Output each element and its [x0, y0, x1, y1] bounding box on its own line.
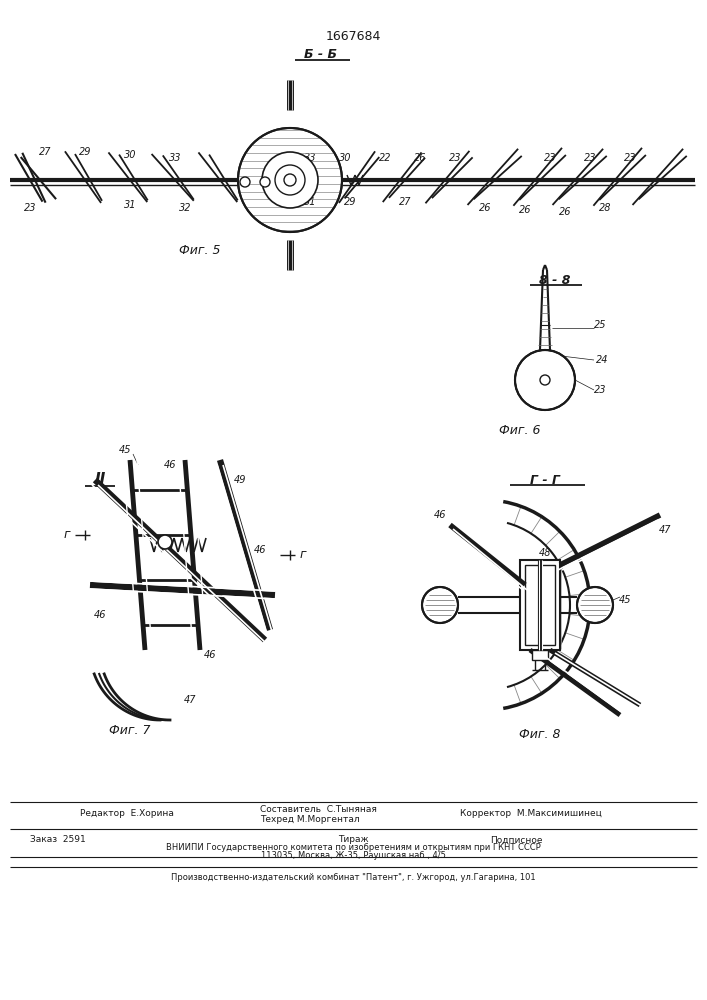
Text: 26: 26: [559, 207, 571, 217]
Text: Заказ  2591: Заказ 2591: [30, 836, 86, 844]
Text: 1667684: 1667684: [325, 30, 380, 43]
Circle shape: [260, 177, 270, 187]
Text: Фиг. 5: Фиг. 5: [180, 243, 221, 256]
Circle shape: [238, 128, 342, 232]
Circle shape: [577, 587, 613, 623]
Text: Техред М.Моргентал: Техред М.Моргентал: [260, 816, 360, 824]
Text: Б - Б: Б - Б: [303, 48, 337, 62]
Text: 26: 26: [519, 205, 531, 215]
Text: Производственно-издательский комбинат "Патент", г. Ужгород, ул.Гагарина, 101: Производственно-издательский комбинат "П…: [170, 874, 535, 882]
Text: 48: 48: [539, 548, 551, 558]
Text: 47: 47: [184, 695, 197, 705]
Text: 28: 28: [599, 203, 612, 213]
Text: 24: 24: [596, 355, 608, 365]
Text: 45: 45: [119, 445, 132, 455]
Text: Фиг. 6: Фиг. 6: [499, 424, 541, 436]
Circle shape: [284, 174, 296, 186]
Text: Тираж: Тираж: [338, 836, 368, 844]
Text: 27: 27: [39, 147, 51, 157]
Text: 45: 45: [619, 595, 631, 605]
Text: 23: 23: [24, 203, 36, 213]
Text: Подписное: Подписное: [490, 836, 542, 844]
Text: г: г: [300, 548, 306, 562]
Text: Редактор  Е.Хорина: Редактор Е.Хорина: [80, 810, 174, 818]
Text: 29: 29: [344, 197, 356, 207]
Text: 23: 23: [449, 153, 461, 163]
Text: 33: 33: [304, 153, 316, 163]
Text: 31: 31: [124, 200, 136, 210]
Circle shape: [540, 375, 550, 385]
Text: 49: 49: [234, 475, 246, 485]
Text: 33: 33: [169, 153, 181, 163]
Circle shape: [275, 165, 305, 195]
Text: 46: 46: [94, 610, 106, 620]
Bar: [532, 650, 548, 660]
Text: 30: 30: [124, 150, 136, 160]
Circle shape: [158, 535, 172, 549]
Text: 25: 25: [594, 320, 606, 330]
Text: 23: 23: [584, 153, 596, 163]
Text: 113035, Москва, Ж-35, Раушская наб., 4/5: 113035, Москва, Ж-35, Раушская наб., 4/5: [261, 850, 445, 859]
Text: 26: 26: [414, 153, 426, 163]
Text: 23: 23: [594, 385, 606, 395]
Text: II: II: [94, 473, 105, 488]
Text: 47: 47: [659, 525, 671, 535]
Text: Составитель  С.Тыняная: Составитель С.Тыняная: [260, 804, 377, 814]
Text: Фиг. 8: Фиг. 8: [519, 728, 561, 742]
Circle shape: [240, 177, 250, 187]
Text: 29: 29: [78, 147, 91, 157]
Text: ВНИИПИ Государственного комитета по изобретениям и открытиям при ГКНТ СССР: ВНИИПИ Государственного комитета по изоб…: [165, 844, 540, 852]
Text: 8 - 8: 8 - 8: [539, 273, 571, 286]
Bar: [520, 560, 560, 650]
Text: 23: 23: [544, 153, 556, 163]
Circle shape: [515, 350, 575, 410]
Text: 46: 46: [204, 650, 216, 660]
Text: 30: 30: [339, 153, 351, 163]
Text: 46: 46: [164, 460, 176, 470]
Circle shape: [422, 587, 458, 623]
Circle shape: [262, 152, 318, 208]
Text: 23: 23: [624, 153, 636, 163]
Text: Корректор  М.Максимишинец: Корректор М.Максимишинец: [460, 810, 602, 818]
Text: 46: 46: [434, 510, 446, 520]
Text: 27: 27: [399, 197, 411, 207]
Text: г: г: [64, 528, 70, 542]
Text: 22: 22: [379, 153, 391, 163]
Bar: [525, 565, 555, 645]
Text: 46: 46: [254, 545, 267, 555]
Text: 26: 26: [479, 203, 491, 213]
Text: Фиг. 7: Фиг. 7: [110, 724, 151, 736]
Text: 31: 31: [304, 197, 316, 207]
Text: Г - Г: Г - Г: [530, 474, 560, 487]
Text: 32: 32: [179, 203, 192, 213]
